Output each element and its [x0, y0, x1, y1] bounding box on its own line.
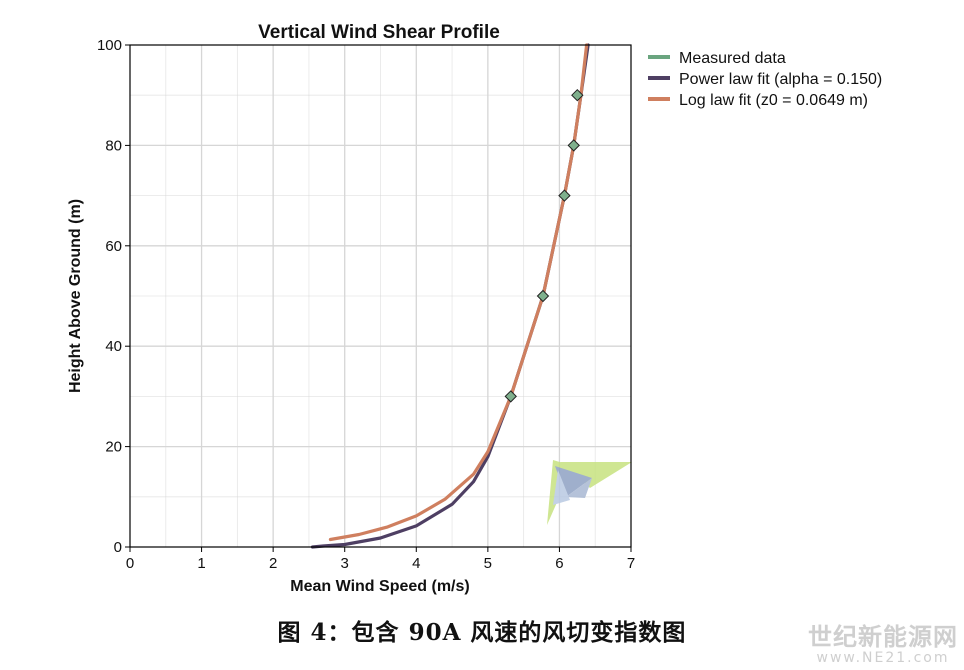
log-law-fit-line [328, 43, 589, 542]
measured-data-point [571, 88, 584, 102]
legend-label: Measured data [679, 50, 786, 67]
chart-title: Vertical Wind Shear Profile [258, 22, 500, 43]
y-tick-label: 20 [105, 439, 122, 456]
measured-data-point [558, 189, 571, 202]
legend-label: Log law fit (z0 = 0.0649 m) [679, 92, 868, 109]
site-watermark: 世纪新能源网 www.NE21.com [808, 624, 958, 666]
plot-area-frame [129, 44, 632, 548]
y-axis-label: Height Above Ground (m) [67, 199, 84, 393]
x-tick-label: 0 [126, 555, 134, 572]
measured-data-point [536, 289, 550, 303]
x-tick-label: 3 [341, 555, 349, 572]
legend: Measured data Power law fit (alpha = 0.15… [648, 50, 882, 109]
y-tick-label: 80 [105, 137, 122, 154]
measured-data-point [567, 139, 580, 152]
measured-data-point [504, 390, 517, 403]
x-tick-label: 4 [412, 555, 420, 572]
x-tick-label: 1 [197, 555, 205, 572]
wind-shear-chart: Vertical Wind Shear Profile 0 1 2 3 4 5 6 7 0 20… [67, 22, 882, 595]
x-tick-label: 2 [269, 555, 277, 572]
x-tick-label: 5 [484, 555, 492, 572]
grid-lines [130, 45, 631, 547]
legend-label: Power law fit (alpha = 0.150) [679, 71, 882, 88]
y-tick-label: 40 [105, 338, 122, 355]
y-tick-label: 60 [105, 238, 122, 255]
y-tick-label: 100 [97, 37, 122, 54]
watermark-url: www.NE21.com [816, 649, 950, 666]
figure-caption: 图 4：包含 90A 风速的风切变指数图 [277, 619, 687, 646]
logo-watermark-icon [547, 460, 632, 525]
x-axis-ticks: 0 1 2 3 4 5 6 7 [126, 547, 635, 572]
x-tick-label: 6 [555, 555, 563, 572]
watermark-site-name: 世纪新能源网 [808, 623, 958, 652]
plot-series [310, 43, 590, 549]
x-axis-label: Mean Wind Speed (m/s) [290, 578, 469, 595]
x-tick-label: 7 [627, 555, 635, 572]
y-axis-ticks: 0 20 40 60 80 100 [97, 37, 130, 556]
y-tick-label: 0 [114, 539, 122, 556]
